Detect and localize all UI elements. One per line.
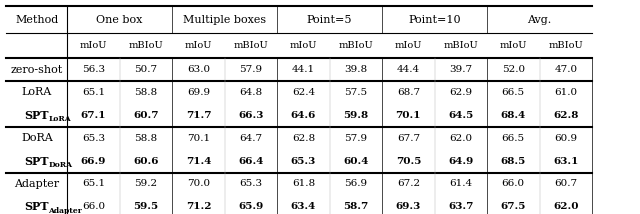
Text: 66.0: 66.0 — [502, 180, 525, 189]
Text: 52.0: 52.0 — [502, 65, 525, 74]
Text: 70.0: 70.0 — [187, 180, 210, 189]
Text: 60.6: 60.6 — [133, 157, 159, 166]
Text: 58.8: 58.8 — [134, 88, 157, 97]
Text: 59.2: 59.2 — [134, 180, 157, 189]
Text: 64.8: 64.8 — [239, 88, 262, 97]
Text: 39.7: 39.7 — [449, 65, 472, 74]
Text: 60.7: 60.7 — [133, 111, 159, 120]
Text: 57.5: 57.5 — [344, 88, 367, 97]
Text: 62.0: 62.0 — [449, 134, 472, 143]
Text: One box: One box — [97, 15, 143, 25]
Text: 44.1: 44.1 — [292, 65, 315, 74]
Text: 64.7: 64.7 — [239, 134, 262, 143]
Text: mBIoU: mBIoU — [339, 41, 373, 50]
Text: 70.5: 70.5 — [396, 157, 421, 166]
Text: Adapter: Adapter — [14, 179, 60, 189]
Text: 70.1: 70.1 — [396, 111, 421, 120]
Text: 71.7: 71.7 — [186, 111, 211, 120]
Text: 67.5: 67.5 — [500, 202, 526, 211]
Text: 69.9: 69.9 — [187, 88, 210, 97]
Text: 68.5: 68.5 — [500, 157, 526, 166]
Text: mBIoU: mBIoU — [444, 41, 478, 50]
Text: Adapter: Adapter — [49, 207, 82, 214]
Text: Point=5: Point=5 — [307, 15, 353, 25]
Text: Point=10: Point=10 — [408, 15, 461, 25]
Text: 65.3: 65.3 — [239, 180, 262, 189]
Text: 66.4: 66.4 — [238, 157, 264, 166]
Text: 67.7: 67.7 — [397, 134, 420, 143]
Text: 58.7: 58.7 — [343, 202, 369, 211]
Text: 67.1: 67.1 — [81, 111, 106, 120]
Text: 56.3: 56.3 — [82, 65, 105, 74]
Text: 62.8: 62.8 — [292, 134, 315, 143]
Text: SPT: SPT — [24, 201, 49, 212]
Text: 57.9: 57.9 — [239, 65, 262, 74]
Text: SPT: SPT — [24, 156, 49, 166]
Text: 68.7: 68.7 — [397, 88, 420, 97]
Text: 39.8: 39.8 — [344, 65, 367, 74]
Text: 61.4: 61.4 — [449, 180, 472, 189]
Text: 66.5: 66.5 — [502, 88, 525, 97]
Text: Method: Method — [15, 15, 58, 25]
Text: 64.9: 64.9 — [448, 157, 474, 166]
Text: 63.0: 63.0 — [187, 65, 210, 74]
Text: SPT: SPT — [24, 110, 49, 121]
Text: 61.0: 61.0 — [554, 88, 577, 97]
Text: mIoU: mIoU — [80, 41, 107, 50]
Text: mIoU: mIoU — [290, 41, 317, 50]
Text: 62.9: 62.9 — [449, 88, 472, 97]
Text: 65.3: 65.3 — [291, 157, 316, 166]
Text: 59.5: 59.5 — [133, 202, 159, 211]
Text: 63.4: 63.4 — [291, 202, 316, 211]
Text: 67.2: 67.2 — [397, 180, 420, 189]
Text: mIoU: mIoU — [185, 41, 212, 50]
Text: 60.9: 60.9 — [554, 134, 577, 143]
Text: 71.2: 71.2 — [186, 202, 211, 211]
Text: DoRA: DoRA — [21, 133, 52, 143]
Text: mIoU: mIoU — [500, 41, 527, 50]
Text: Multiple boxes: Multiple boxes — [183, 15, 266, 25]
Text: 65.1: 65.1 — [82, 180, 105, 189]
Text: 44.4: 44.4 — [397, 65, 420, 74]
Text: 63.1: 63.1 — [553, 157, 579, 166]
Text: 61.8: 61.8 — [292, 180, 315, 189]
Text: 66.9: 66.9 — [81, 157, 106, 166]
Text: 57.9: 57.9 — [344, 134, 367, 143]
Text: mIoU: mIoU — [395, 41, 422, 50]
Text: 60.7: 60.7 — [554, 180, 577, 189]
Text: 71.4: 71.4 — [186, 157, 211, 166]
Text: 63.7: 63.7 — [448, 202, 474, 211]
Text: 59.8: 59.8 — [343, 111, 369, 120]
Text: 65.1: 65.1 — [82, 88, 105, 97]
Text: mBIoU: mBIoU — [548, 41, 583, 50]
Text: 58.8: 58.8 — [134, 134, 157, 143]
Text: 47.0: 47.0 — [554, 65, 577, 74]
Text: 66.5: 66.5 — [502, 134, 525, 143]
Text: mBIoU: mBIoU — [234, 41, 268, 50]
Text: 65.9: 65.9 — [238, 202, 264, 211]
Text: 64.6: 64.6 — [291, 111, 316, 120]
Text: 56.9: 56.9 — [344, 180, 367, 189]
Text: 62.8: 62.8 — [553, 111, 579, 120]
Text: 69.3: 69.3 — [396, 202, 421, 211]
Text: LoRA: LoRA — [49, 115, 71, 123]
Text: 50.7: 50.7 — [134, 65, 157, 74]
Text: DoRA: DoRA — [49, 161, 72, 169]
Text: LoRA: LoRA — [22, 88, 52, 98]
Text: zero-shot: zero-shot — [11, 65, 63, 75]
Text: 66.0: 66.0 — [82, 202, 105, 211]
Text: mBIoU: mBIoU — [129, 41, 163, 50]
Text: 62.4: 62.4 — [292, 88, 315, 97]
Text: 64.5: 64.5 — [448, 111, 474, 120]
Text: 65.3: 65.3 — [82, 134, 105, 143]
Text: 66.3: 66.3 — [238, 111, 264, 120]
Text: 62.0: 62.0 — [553, 202, 579, 211]
Text: Avg.: Avg. — [527, 15, 552, 25]
Text: 70.1: 70.1 — [187, 134, 210, 143]
Text: 68.4: 68.4 — [500, 111, 526, 120]
Text: 60.4: 60.4 — [343, 157, 369, 166]
